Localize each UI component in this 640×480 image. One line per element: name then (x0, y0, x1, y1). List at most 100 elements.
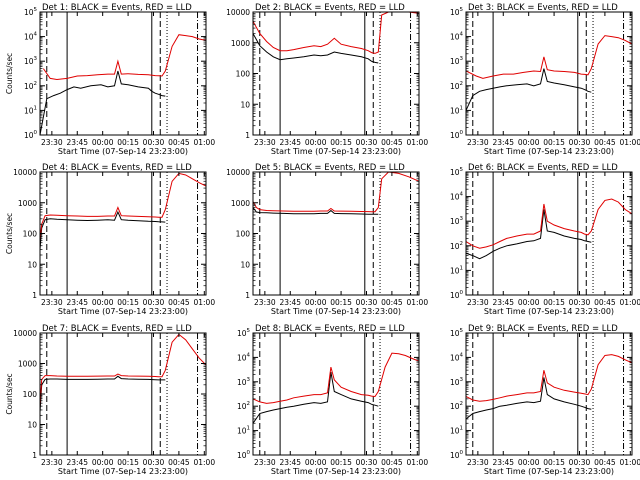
x-tick-label: 01:00 (619, 138, 640, 147)
x-tick-label: 00:45 (168, 458, 190, 467)
y-tick-label: 105 (24, 7, 38, 17)
x-tick-label: 23:30 (254, 298, 276, 307)
x-tick-label: 00:30 (569, 138, 591, 147)
x-tick-label: 01:00 (193, 298, 215, 307)
x-tick-label: 00:00 (92, 138, 114, 147)
plot-frame (252, 11, 420, 136)
y-tick-label: 1 (245, 291, 250, 300)
panel-det-4: Det 4: BLACK = Events, RED = LLD 1 10 100 10… (5, 163, 215, 316)
x-tick-label: 23:45 (66, 458, 88, 467)
y-tick-label: 104 (24, 32, 38, 42)
y-tick-label: 1000 (18, 199, 37, 208)
y-tick-label: 100 (23, 390, 38, 399)
y-tick-label: 102 (450, 81, 463, 91)
x-tick-label: 00:30 (569, 298, 591, 307)
y-tick-label: 100 (450, 290, 464, 300)
x-tick-label: 23:30 (467, 458, 489, 467)
plot-frame (39, 11, 207, 136)
x-axis-label: Start Time (07-Sep-14 23:23:00) (484, 307, 614, 316)
x-tick-label: 00:15 (330, 458, 352, 467)
x-axis-label: Start Time (07-Sep-14 23:23:00) (271, 307, 401, 316)
y-tick-label: 102 (237, 401, 250, 411)
x-axis-label: Start Time (07-Sep-14 23:23:00) (271, 147, 401, 156)
y-tick-label: 10 (240, 260, 250, 269)
y-axis-label: Counts/sec (5, 373, 14, 414)
x-tick-label: 00:45 (594, 298, 616, 307)
y-tick-label: 100 (450, 450, 464, 460)
y-tick-label: 104 (237, 352, 251, 362)
x-tick-label: 00:15 (543, 458, 565, 467)
x-tick-label: 23:45 (66, 298, 88, 307)
x-tick-label: 01:00 (619, 298, 640, 307)
x-axis-label: Start Time (07-Sep-14 23:23:00) (58, 307, 188, 316)
x-tick-label: 23:30 (41, 458, 63, 467)
plot-frame (252, 332, 420, 456)
x-tick-label: 00:30 (569, 458, 591, 467)
x-axis-label: Start Time (07-Sep-14 23:23:00) (484, 147, 614, 156)
y-tick-label: 103 (237, 377, 251, 387)
panel-title: Det 1: BLACK = Events, RED = LLD (42, 3, 192, 13)
panel-title: Det 6: BLACK = Events, RED = LLD (468, 163, 618, 173)
x-tick-label: 01:00 (619, 458, 640, 467)
y-tick-label: 102 (450, 241, 463, 251)
y-tick-label: 10 (240, 100, 250, 109)
x-tick-label: 23:30 (467, 138, 489, 147)
x-tick-label: 01:00 (406, 138, 428, 147)
y-tick-label: 10000 (226, 168, 250, 177)
plot-frame (465, 11, 633, 136)
panel-title: Det 7: BLACK = Events, RED = LLD (42, 324, 192, 334)
x-tick-label: 23:45 (492, 458, 514, 467)
panel-title: Det 2: BLACK = Events, RED = LLD (255, 3, 405, 13)
y-tick-label: 1000 (231, 199, 250, 208)
y-tick-label: 102 (24, 81, 37, 91)
x-tick-label: 00:15 (117, 138, 139, 147)
y-tick-label: 104 (450, 32, 464, 42)
x-tick-label: 00:00 (305, 298, 327, 307)
series-events (253, 372, 379, 424)
y-tick-label: 103 (24, 56, 38, 66)
y-tick-label: 100 (236, 70, 251, 79)
y-tick-label: 100 (450, 130, 464, 140)
x-tick-label: 23:45 (279, 458, 301, 467)
y-tick-label: 1 (32, 291, 37, 300)
x-tick-label: 23:30 (254, 458, 276, 467)
y-tick-label: 105 (450, 7, 464, 17)
y-tick-label: 1 (32, 451, 37, 460)
series-lld (42, 34, 206, 81)
x-tick-label: 23:45 (279, 298, 301, 307)
x-tick-label: 00:30 (143, 458, 165, 467)
panel-det-8: Det 8: BLACK = Events, RED = LLD 100 101 10… (237, 324, 428, 476)
plot-frame (252, 171, 420, 296)
x-tick-label: 00:00 (518, 298, 540, 307)
x-tick-label: 00:15 (117, 458, 139, 467)
x-tick-label: 00:30 (143, 138, 165, 147)
series-events (40, 210, 166, 250)
y-tick-label: 10 (27, 421, 37, 430)
y-axis-label: Counts/sec (5, 213, 14, 254)
panel-det-1: Det 1: BLACK = Events, RED = LLD 100 101 10… (5, 3, 215, 156)
x-tick-label: 01:00 (193, 458, 215, 467)
y-tick-label: 100 (236, 230, 251, 239)
panel-title: Det 5: BLACK = Events, RED = LLD (255, 163, 405, 173)
y-tick-label: 10 (27, 260, 37, 269)
x-tick-label: 23:30 (41, 138, 63, 147)
x-axis-label: Start Time (07-Sep-14 23:23:00) (58, 467, 188, 476)
x-tick-label: 23:45 (279, 138, 301, 147)
series-events (40, 375, 166, 413)
series-events (253, 33, 379, 64)
series-lld (253, 352, 419, 404)
series-lld (40, 333, 206, 407)
plot-frame (39, 171, 207, 296)
panel-det-2: Det 2: BLACK = Events, RED = LLD 1 10 100 10… (226, 3, 428, 156)
x-tick-label: 23:30 (467, 298, 489, 307)
series-lld (466, 35, 632, 79)
series-events (466, 209, 592, 260)
series-lld (253, 172, 419, 213)
x-tick-label: 00:45 (168, 138, 190, 147)
y-tick-label: 100 (237, 450, 251, 460)
series-events (253, 207, 379, 215)
y-tick-label: 105 (237, 328, 251, 338)
y-tick-label: 105 (450, 167, 464, 177)
y-tick-label: 101 (450, 426, 463, 436)
